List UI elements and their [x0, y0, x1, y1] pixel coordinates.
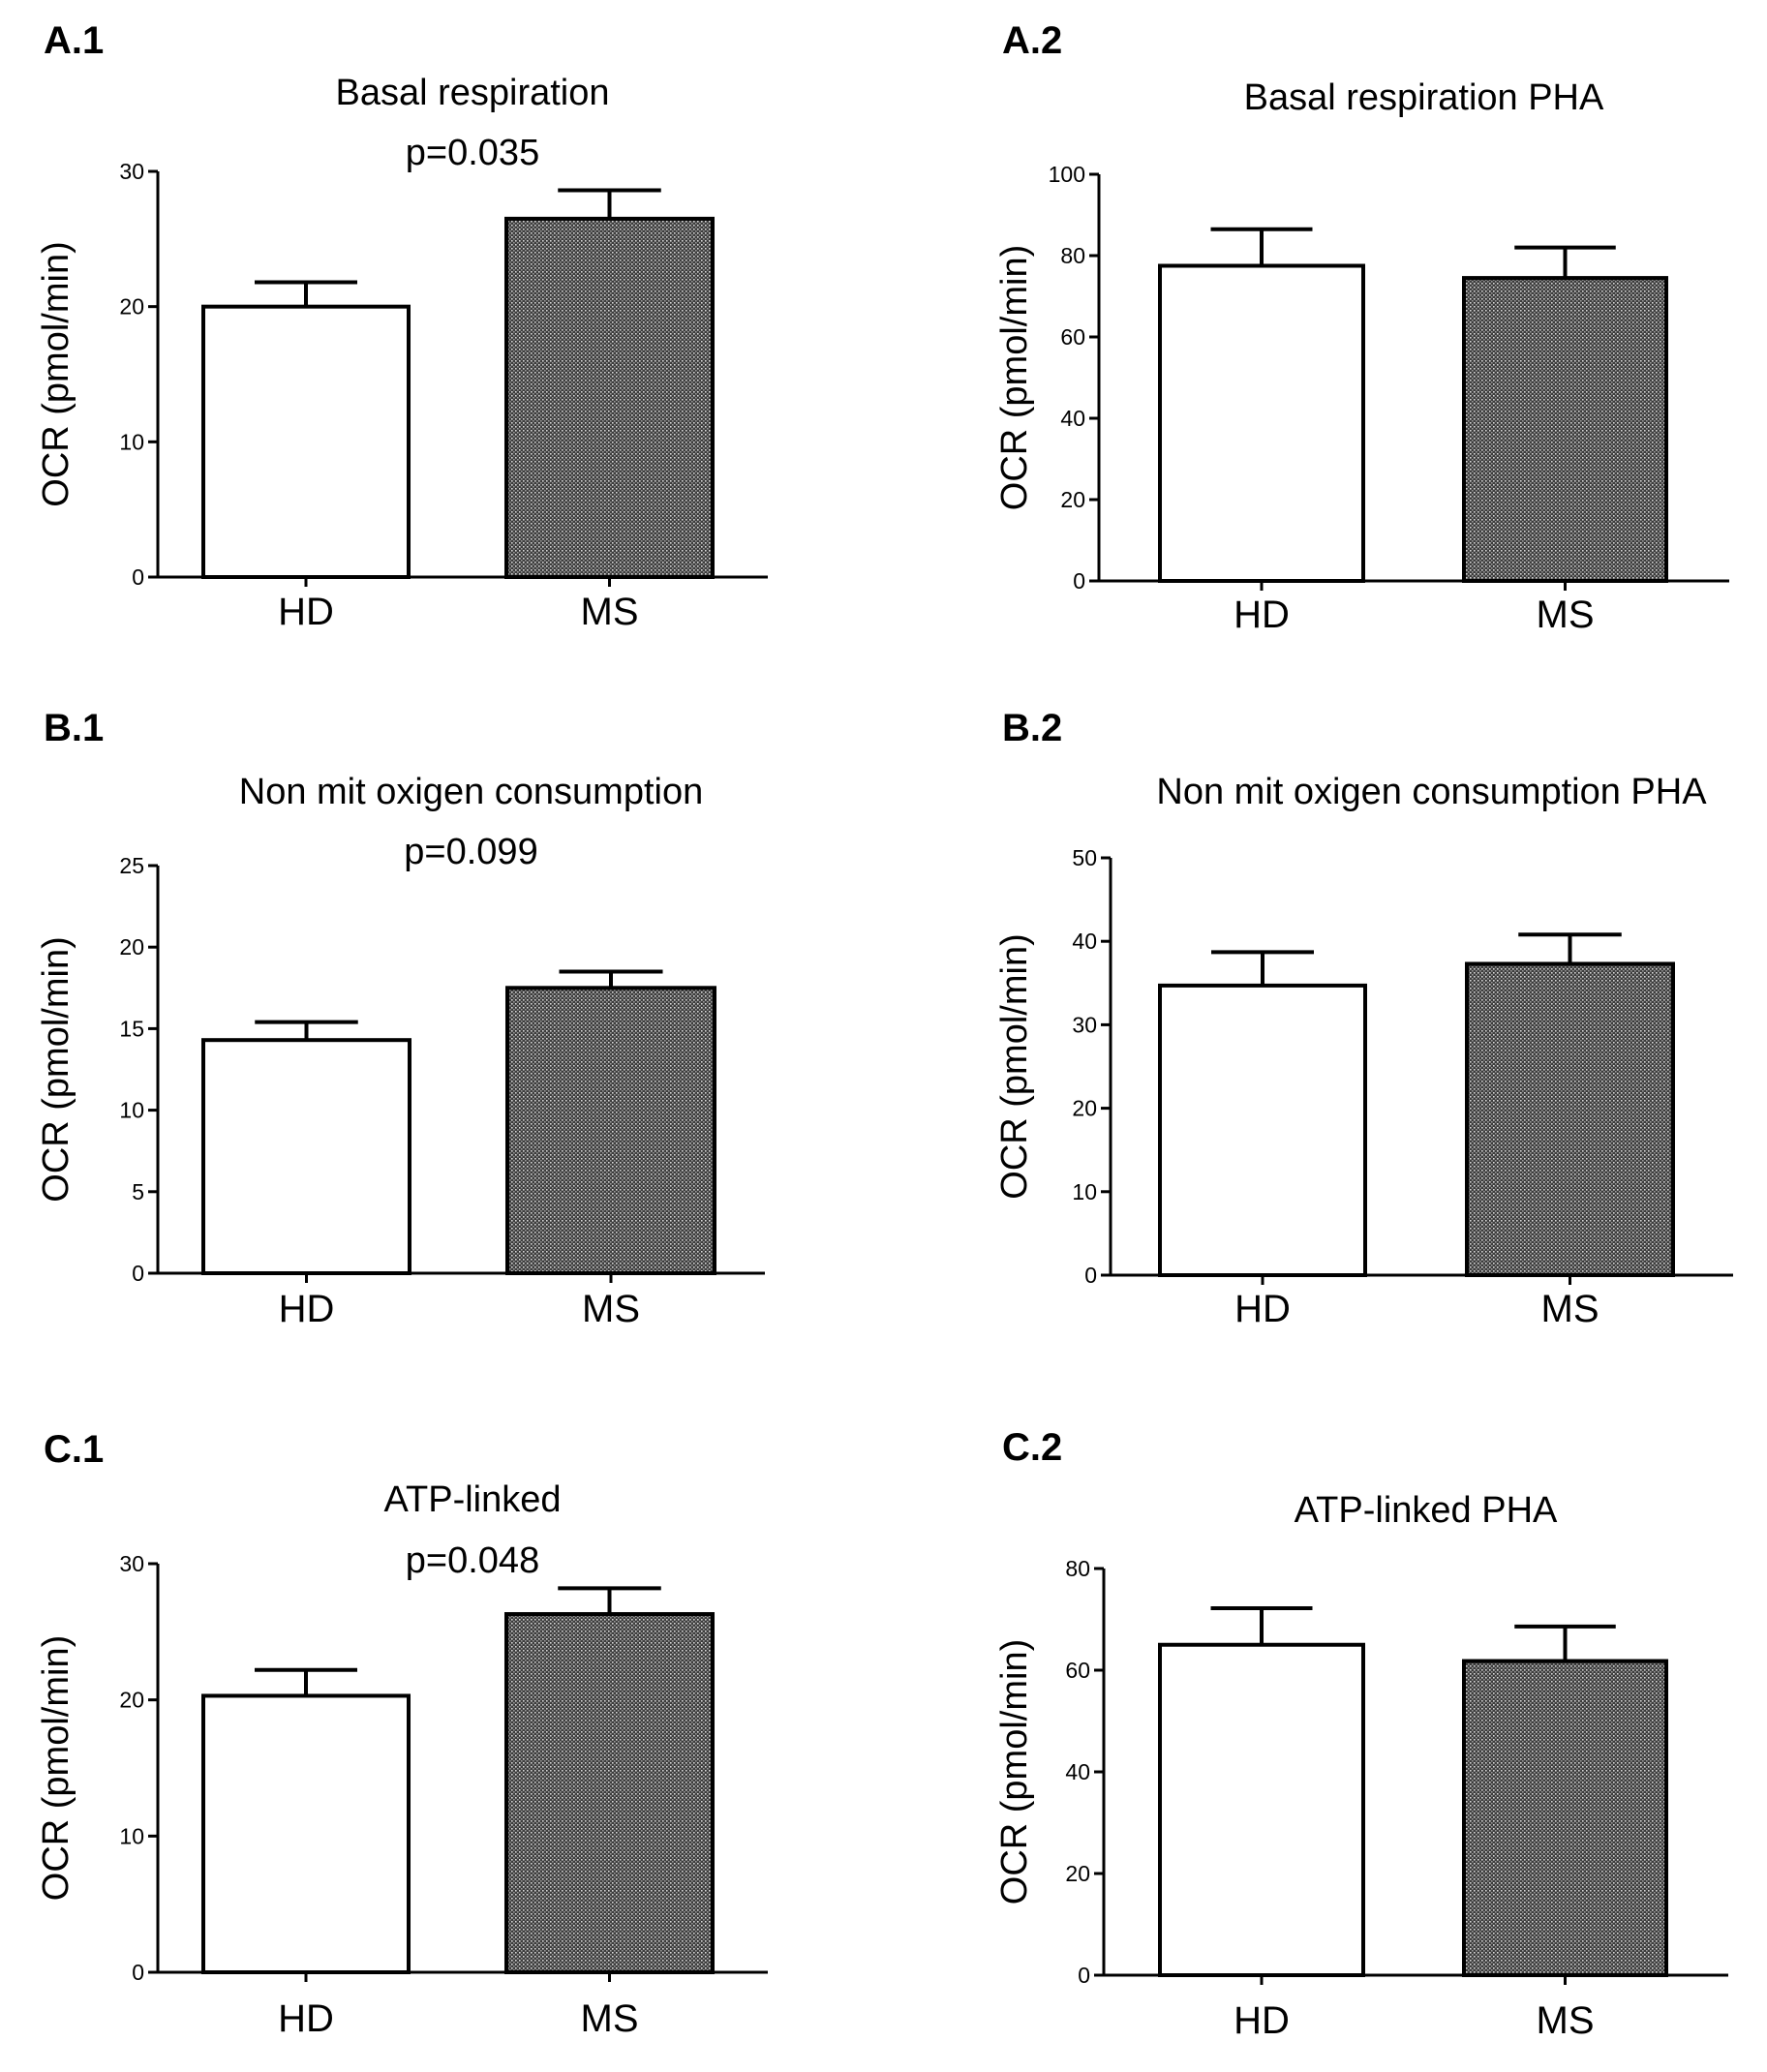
bar-ms	[504, 216, 715, 579]
y-axis-label: OCR (pmol/min)	[36, 936, 76, 1202]
x-tick-label: MS	[1541, 1288, 1599, 1330]
y-tick-label: 50	[1072, 845, 1097, 870]
y-axis-label: OCR (pmol/min)	[36, 241, 76, 506]
x-tick-label: MS	[581, 1997, 639, 2040]
y-tick-label: 0	[132, 1960, 144, 1985]
bar-ms	[504, 1612, 715, 1974]
bar-ms	[1462, 1659, 1668, 1977]
y-tick-label: 80	[1065, 1556, 1090, 1581]
chart-svg: C.1 ATP-linked p=0.048 OCR (pmol/min) HD MS 0 1…	[36, 1428, 768, 2040]
chart-title: Basal respiration	[335, 73, 609, 113]
panel-label: C.1	[44, 1428, 104, 1471]
x-tick-label: MS	[1537, 594, 1595, 636]
chart-title: ATP-linked	[383, 1479, 561, 1520]
panel-label: A.1	[44, 19, 104, 62]
y-axis-label: OCR (pmol/min)	[994, 245, 1035, 510]
y-tick-label: 30	[119, 159, 144, 184]
x-tick-label: MS	[1537, 1999, 1595, 2042]
x-tick-label: HD	[278, 1997, 334, 2040]
y-tick-label: 10	[1072, 1179, 1097, 1204]
panel-label: B.2	[1002, 707, 1062, 749]
y-tick-label: 60	[1065, 1658, 1090, 1683]
y-tick-label: 30	[119, 1551, 144, 1576]
x-tick-label: HD	[1234, 1288, 1291, 1330]
y-axis-label: OCR (pmol/min)	[994, 1639, 1035, 1904]
bar-hd	[1158, 1642, 1365, 1977]
chart-svg: C.2 ATP-linked PHA OCR (pmol/min) HD MS 0 20 40…	[994, 1426, 1728, 2042]
bar-ms	[505, 986, 716, 1275]
x-tick-label: HD	[279, 1288, 335, 1330]
y-tick-label: 0	[1084, 1263, 1097, 1288]
y-tick-label: 0	[1078, 1963, 1090, 1988]
bar-hd	[1158, 263, 1365, 583]
x-tick-label: HD	[1234, 594, 1290, 636]
chart-svg: B.1 Non mit oxigen consumption p=0.099 OCR …	[36, 707, 765, 1330]
chart-svg: A.1 Basal respiration p=0.035 OCR (pmol/min…	[36, 19, 768, 633]
panel-b1: B.1 Non mit oxigen consumption p=0.099 OCR …	[0, 697, 959, 1394]
panel-b2: B.2 Non mit oxigen consumption PHA OCR (pm…	[959, 697, 1767, 1394]
bar-hd	[1158, 983, 1367, 1277]
y-axis-label: OCR (pmol/min)	[994, 933, 1035, 1199]
p-value-annotation: p=0.048	[406, 1540, 539, 1581]
x-tick-label: HD	[278, 591, 334, 633]
x-tick-label: MS	[581, 591, 639, 633]
y-tick-label: 0	[1073, 568, 1085, 594]
p-value-annotation: p=0.035	[406, 133, 539, 173]
panel-c2: C.2 ATP-linked PHA OCR (pmol/min) HD MS 0 20 40…	[959, 1375, 1767, 2072]
x-tick-label: HD	[1234, 1999, 1290, 2042]
y-tick-label: 80	[1060, 243, 1085, 268]
y-tick-label: 30	[1072, 1012, 1097, 1037]
y-tick-label: 20	[119, 294, 144, 320]
y-tick-label: 20	[119, 1688, 144, 1713]
y-tick-label: 0	[132, 564, 144, 590]
panel-label: C.2	[1002, 1426, 1062, 1469]
bar-hd	[201, 1693, 411, 1974]
panel-c1: C.1 ATP-linked p=0.048 OCR (pmol/min) HD MS 0 1…	[0, 1375, 959, 2072]
panel-label: B.1	[44, 707, 104, 749]
bar-ms	[1465, 961, 1675, 1277]
y-tick-label: 100	[1049, 162, 1085, 187]
y-tick-label: 15	[119, 1016, 144, 1041]
chart-title: Non mit oxigen consumption PHA	[1156, 772, 1707, 812]
panel-a1: A.1 Basal respiration p=0.035 OCR (pmol/min…	[0, 0, 959, 697]
bar-hd	[201, 304, 411, 579]
chart-title: ATP-linked PHA	[1295, 1490, 1558, 1531]
y-tick-label: 10	[119, 429, 144, 454]
panel-label: A.2	[1002, 19, 1062, 62]
p-value-annotation: p=0.099	[404, 832, 537, 872]
y-tick-label: 40	[1065, 1759, 1090, 1784]
panel-a2: A.2 Basal respiration PHA OCR (pmol/min) HD…	[959, 0, 1767, 697]
chart-title: Basal respiration PHA	[1244, 77, 1604, 118]
y-tick-label: 10	[119, 1098, 144, 1123]
bar-ms	[1462, 276, 1668, 583]
y-tick-label: 0	[132, 1261, 144, 1286]
y-tick-label: 40	[1072, 929, 1097, 954]
y-tick-label: 20	[1065, 1861, 1090, 1886]
y-tick-label: 60	[1060, 324, 1085, 350]
y-tick-label: 20	[1072, 1096, 1097, 1121]
chart-svg: B.2 Non mit oxigen consumption PHA OCR (pm…	[994, 707, 1733, 1330]
y-tick-label: 10	[119, 1823, 144, 1848]
y-tick-label: 20	[1060, 487, 1085, 512]
y-tick-label: 40	[1060, 406, 1085, 431]
chart-title: Non mit oxigen consumption	[239, 772, 703, 812]
bar-hd	[201, 1038, 411, 1275]
y-tick-label: 20	[119, 934, 144, 960]
y-axis-label: OCR (pmol/min)	[36, 1635, 76, 1901]
x-tick-label: MS	[582, 1288, 640, 1330]
y-tick-label: 5	[132, 1179, 144, 1204]
y-tick-label: 25	[119, 853, 144, 878]
chart-svg: A.2 Basal respiration PHA OCR (pmol/min) HD…	[994, 19, 1729, 636]
